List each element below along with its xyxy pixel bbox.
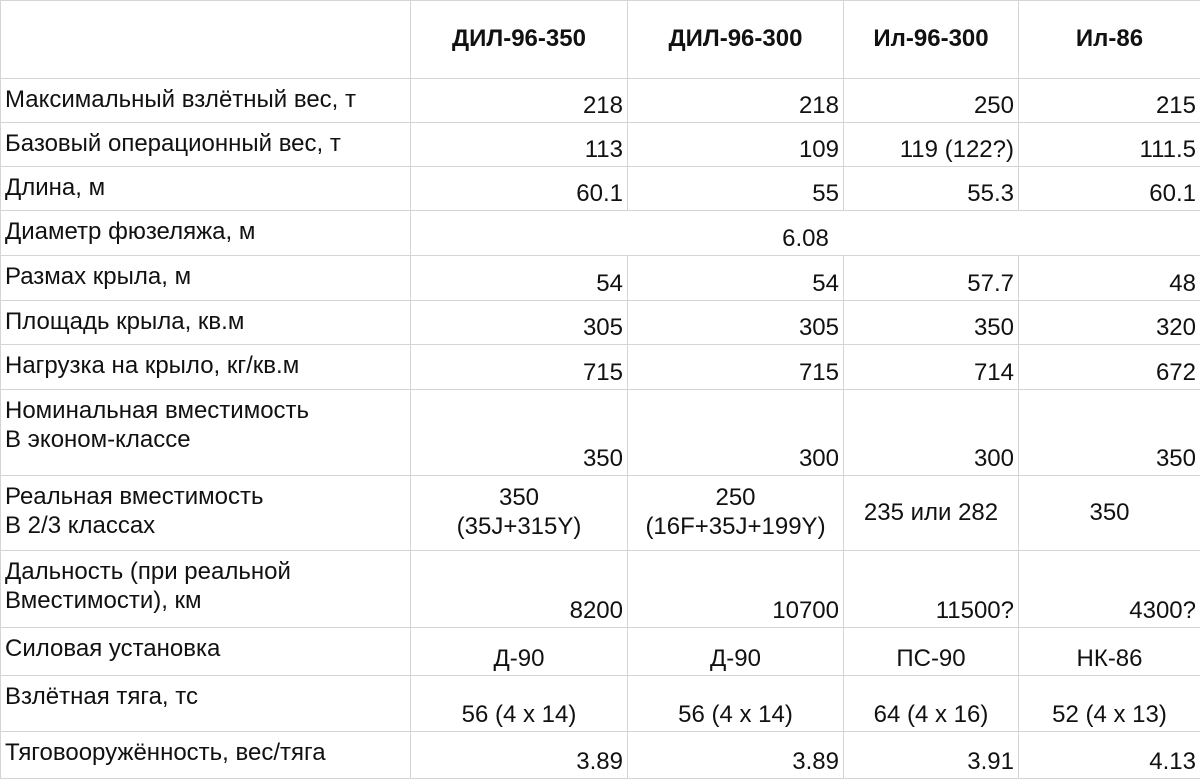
row-label: Реальная вместимость В 2/3 классах [0,475,411,551]
table-row: Тяговооружённость, вес/тяга 3.89 3.89 3.91 4… [0,731,1200,779]
corner-cell [0,0,411,79]
table-row: Силовая установка Д-90 Д-90 ПС-90 НК-86 [0,627,1200,676]
table-cell: 320 [1018,300,1200,345]
column-header: ДИЛ-96-350 [410,0,628,79]
table-cell: 300 [627,389,844,476]
table-row: Размах крыла, м 54 54 57.7 48 [0,255,1200,301]
table-cell: 64 (4 x 16) [843,675,1019,732]
table-row: Базовый операционный вес, т 113 109 119 (12… [0,122,1200,167]
table-cell: 218 [410,78,628,123]
table-cell: 48 [1018,255,1200,301]
table-cell: 305 [627,300,844,345]
row-label: Длина, м [0,166,411,211]
header-row: ДИЛ-96-350 ДИЛ-96-300 Ил-96-300 Ил-86 [0,0,1200,79]
row-label: Силовая установка [0,627,411,676]
row-label: Дальность (при реальной Вместимости), км [0,550,411,628]
table-cell: 305 [410,300,628,345]
row-label: Площадь крыла, кв.м [0,300,411,345]
table-cell: 250 [843,78,1019,123]
table-cell: 350 (35J+315Y) [410,475,628,551]
table-cell: 235 или 282 [843,475,1019,551]
table-row: Нагрузка на крыло, кг/кв.м 715 715 714 672 [0,344,1200,390]
column-header: Ил-86 [1018,0,1200,79]
row-label: Максимальный взлётный вес, т [0,78,411,123]
table-cell: 215 [1018,78,1200,123]
row-label: Диаметр фюзеляжа, м [0,210,411,256]
table-cell: 3.89 [410,731,628,779]
table-cell: 57.7 [843,255,1019,301]
table-cell: 119 (122?) [843,122,1019,167]
table-cell: 350 [410,389,628,476]
table-cell: 54 [627,255,844,301]
table-cell: ПС-90 [843,627,1019,676]
table-cell: 56 (4 x 14) [627,675,844,732]
table-cell: 111.5 [1018,122,1200,167]
table-cell: 54 [410,255,628,301]
table-cell: 350 [1018,389,1200,476]
column-header: ДИЛ-96-300 [627,0,844,79]
table-cell: 60.1 [410,166,628,211]
row-label: Размах крыла, м [0,255,411,301]
table-row: Номинальная вместимость В эконом-классе 3… [0,389,1200,476]
table-cell: 113 [410,122,628,167]
row-label: Базовый операционный вес, т [0,122,411,167]
row-label: Тяговооружённость, вес/тяга [0,731,411,779]
table-cell: 672 [1018,344,1200,390]
table-cell: Д-90 [627,627,844,676]
table-row: Реальная вместимость В 2/3 классах 350 (3… [0,475,1200,551]
table-cell: 55 [627,166,844,211]
table-cell: 350 [1018,475,1200,551]
table-row: Дальность (при реальной Вместимости), км… [0,550,1200,628]
row-label: Взлётная тяга, тс [0,675,411,732]
row-label: Нагрузка на крыло, кг/кв.м [0,344,411,390]
table-cell: 52 (4 x 13) [1018,675,1200,732]
row-label: Номинальная вместимость В эконом-классе [0,389,411,476]
table-cell: 715 [627,344,844,390]
table-cell: 8200 [410,550,628,628]
table-row: Длина, м 60.1 55 55.3 60.1 [0,166,1200,211]
table-cell: 715 [410,344,628,390]
table-cell: 109 [627,122,844,167]
table-cell: 11500? [843,550,1019,628]
table-cell: 56 (4 x 14) [410,675,628,732]
table-row: Площадь крыла, кв.м 305 305 350 320 [0,300,1200,345]
table-cell: 10700 [627,550,844,628]
table-row: Диаметр фюзеляжа, м 6.08 [0,210,1200,256]
table-cell: 4300? [1018,550,1200,628]
table-cell: 60.1 [1018,166,1200,211]
table-cell: 55.3 [843,166,1019,211]
table-cell: 6.08 [410,210,1200,256]
table-cell: 218 [627,78,844,123]
table-cell: 300 [843,389,1019,476]
table-row: Максимальный взлётный вес, т 218 218 250 215 [0,78,1200,123]
table-cell: НК-86 [1018,627,1200,676]
table-cell: Д-90 [410,627,628,676]
table-cell: 250 (16F+35J+199Y) [627,475,844,551]
table-cell: 4.13 [1018,731,1200,779]
table-cell: 350 [843,300,1019,345]
table-cell: 714 [843,344,1019,390]
table-cell: 3.89 [627,731,844,779]
table-cell: 3.91 [843,731,1019,779]
table-row: Взлётная тяга, тс 56 (4 x 14) 56 (4 x 14) 6… [0,675,1200,732]
column-header: Ил-96-300 [843,0,1019,79]
